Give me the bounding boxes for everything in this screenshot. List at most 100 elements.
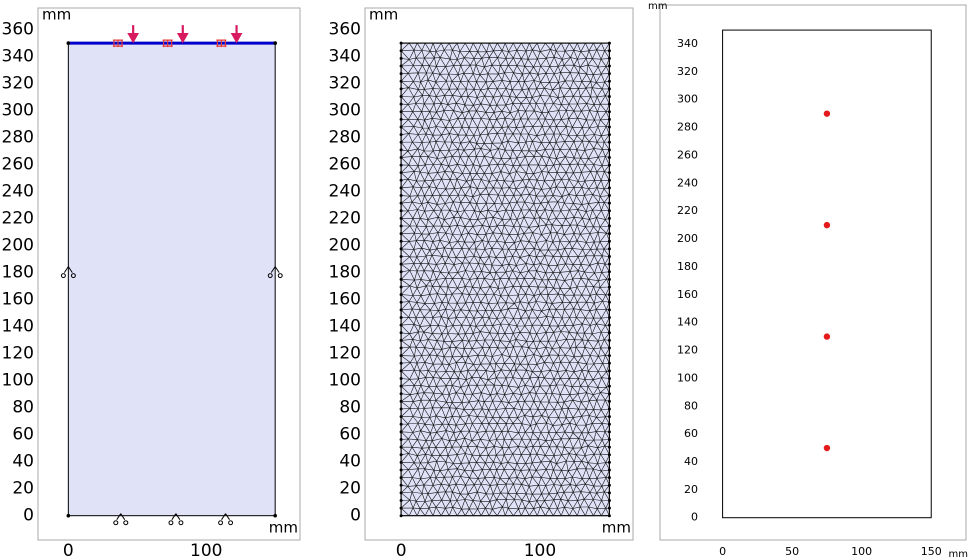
y-tick-label: 60 xyxy=(339,425,361,445)
mesh-node xyxy=(607,56,611,60)
mesh-node xyxy=(607,300,611,304)
mesh-node xyxy=(607,140,611,144)
mesh-node xyxy=(399,346,403,350)
mesh-node xyxy=(399,430,403,434)
mesh-node xyxy=(607,232,611,236)
load-arrow xyxy=(176,25,189,44)
mesh-node xyxy=(607,422,611,426)
constraint-icon xyxy=(112,39,123,48)
mesh-node xyxy=(399,117,403,121)
mesh-node xyxy=(607,87,611,91)
y-tick-label: 100 xyxy=(2,371,34,391)
mesh-node xyxy=(607,163,611,167)
x-tick-label: 150 xyxy=(921,545,942,558)
mesh-node xyxy=(399,468,403,472)
x-tick-label: 100 xyxy=(190,541,222,560)
mesh-node xyxy=(399,56,403,60)
support-icon xyxy=(168,513,184,526)
y-tick-label: 20 xyxy=(684,483,698,496)
y-tick-label: 120 xyxy=(2,344,34,364)
mesh-node xyxy=(399,514,403,518)
constraint-icon xyxy=(162,39,173,48)
mesh-node xyxy=(399,316,403,320)
y-tick-label: 180 xyxy=(677,260,698,273)
mesh-node xyxy=(607,94,611,98)
y-tick-label: 160 xyxy=(329,290,361,310)
mesh-node xyxy=(607,117,611,121)
mesh-node xyxy=(399,422,403,426)
mesh-node xyxy=(607,247,611,251)
mesh-node xyxy=(607,72,611,76)
plot-frame xyxy=(659,4,967,541)
mesh-node xyxy=(399,201,403,205)
panel: 0 20 40 60 80 100 120 140 160 180 200 220 240 260 280 3… xyxy=(2,6,301,560)
vertex xyxy=(66,513,71,518)
x-unit-label: mm xyxy=(269,519,298,537)
y-unit-label: mm xyxy=(648,1,667,12)
y-tick-label: 160 xyxy=(677,288,698,301)
plot-frame xyxy=(364,7,634,541)
mesh-node xyxy=(399,498,403,502)
mesh-node xyxy=(399,110,403,114)
plot-frame xyxy=(37,7,301,541)
mesh-node xyxy=(607,476,611,480)
mesh-node xyxy=(607,178,611,182)
mesh-node xyxy=(607,376,611,380)
y-tick-label: 40 xyxy=(684,455,698,468)
x-unit-label: mm xyxy=(602,519,631,537)
mesh-node xyxy=(399,491,403,495)
mesh-node xyxy=(607,399,611,403)
mesh-node xyxy=(399,293,403,297)
point xyxy=(823,110,831,117)
y-tick-label: 260 xyxy=(2,155,34,175)
mesh-node xyxy=(607,498,611,502)
mesh-node xyxy=(399,72,403,76)
mesh-node xyxy=(399,437,403,441)
mesh-node xyxy=(607,369,611,373)
mesh-node xyxy=(607,262,611,266)
mesh-node xyxy=(607,483,611,487)
mesh-node xyxy=(399,338,403,342)
mesh-node xyxy=(607,361,611,365)
mesh-node xyxy=(399,102,403,106)
mesh-node xyxy=(607,216,611,220)
mesh-node xyxy=(607,209,611,213)
y-tick-label: 80 xyxy=(684,399,698,412)
mesh-node xyxy=(607,186,611,190)
y-tick-label: 320 xyxy=(2,74,34,94)
mesh-node xyxy=(607,346,611,350)
x-tick-label: 100 xyxy=(851,545,872,558)
mesh-node xyxy=(607,277,611,281)
constraint-icon xyxy=(216,39,227,48)
mesh-node xyxy=(399,140,403,144)
y-tick-label: 60 xyxy=(684,427,698,440)
y-tick-label: 160 xyxy=(2,290,34,310)
mesh-node xyxy=(399,270,403,274)
y-tick-label: 0 xyxy=(350,506,361,526)
y-tick-label: 320 xyxy=(329,74,361,94)
mesh-node xyxy=(399,247,403,251)
vertex xyxy=(273,41,277,45)
mesh-node xyxy=(607,155,611,159)
vertex xyxy=(66,41,71,45)
mesh-node xyxy=(399,79,403,83)
mesh-node xyxy=(399,476,403,480)
y-tick-label: 280 xyxy=(677,121,698,134)
y-tick-label: 60 xyxy=(12,425,34,445)
mesh-node xyxy=(399,277,403,281)
mesh-node xyxy=(607,171,611,175)
mesh-node xyxy=(399,376,403,380)
y-tick-label: 0 xyxy=(23,506,34,526)
point xyxy=(823,221,831,229)
mesh-node xyxy=(399,163,403,167)
mesh-node xyxy=(399,155,403,159)
y-tick-label: 180 xyxy=(329,263,361,283)
y-tick-label: 40 xyxy=(12,452,34,472)
y-tick-label: 120 xyxy=(677,344,698,357)
y-tick-label: 240 xyxy=(677,176,698,189)
mesh-node xyxy=(399,300,403,304)
domain xyxy=(400,42,610,517)
support-icon xyxy=(113,513,129,526)
